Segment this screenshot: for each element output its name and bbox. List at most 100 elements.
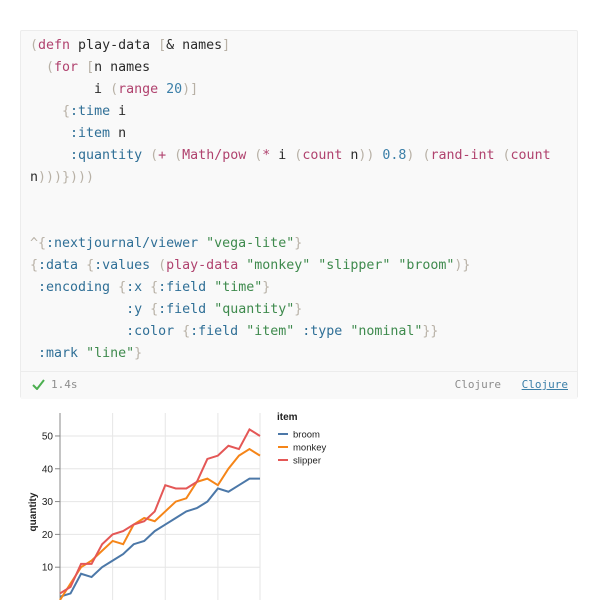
code-token: { <box>62 104 71 119</box>
legend-label-monkey: monkey <box>293 443 327 454</box>
code-token: :field <box>158 280 207 295</box>
code-token: ( <box>158 258 167 273</box>
code-token: i <box>30 82 111 97</box>
code-token: { <box>86 258 95 273</box>
code-token: i <box>110 104 127 119</box>
code-token: "vega-lite" <box>206 236 295 251</box>
code-line: (defn play-data [& names] <box>30 38 230 53</box>
code-token <box>198 236 206 251</box>
code-token: )} <box>454 258 471 273</box>
code-token <box>30 302 126 317</box>
code-token <box>30 104 62 119</box>
code-token: ( <box>46 60 55 75</box>
code-token: :quantity <box>70 148 143 163</box>
code-token: :color <box>126 324 175 339</box>
code-line: :color {:field "item" :type "nominal"}} <box>30 324 438 339</box>
language-link[interactable]: Clojure <box>521 378 568 391</box>
code-token <box>142 148 150 163</box>
code-token: n <box>30 170 39 185</box>
y-tick-label: 40 <box>42 464 54 475</box>
legend-title: item <box>277 412 298 423</box>
code-token: :values <box>94 258 151 273</box>
code-line: {:data {:values (play-data "monkey" "sli… <box>30 258 470 273</box>
code-token: :mark <box>38 346 79 361</box>
code-token: n <box>342 148 359 163</box>
code-token: ( <box>150 148 159 163</box>
code-line: :item n <box>30 126 126 141</box>
line-chart: 10 20 30 40 50 quantity item broom monkey slip… <box>28 412 327 600</box>
code-token: "monkey" <box>246 258 311 273</box>
code-token: count <box>302 148 343 163</box>
legend-label-slipper: slipper <box>293 456 321 467</box>
code-token: "broom" <box>398 258 455 273</box>
code-token: ) <box>406 148 415 163</box>
code-token: :field <box>190 324 239 339</box>
code-token: } <box>294 236 303 251</box>
code-token: )) <box>358 148 375 163</box>
code-token: play-data <box>166 258 239 273</box>
code-token: "item" <box>246 324 295 339</box>
code-token: ( <box>422 148 431 163</box>
series-lines <box>59 427 261 600</box>
code-token: i <box>270 148 295 163</box>
y-tick-label: 20 <box>42 530 54 541</box>
code-token: :item <box>70 126 111 141</box>
code-token: :y <box>126 302 143 317</box>
code-token: "quantity" <box>214 302 295 317</box>
code-token: :time <box>70 104 111 119</box>
code-token <box>166 148 174 163</box>
code-line: :quantity (+ (Math/pow (* i (count n)) 0… <box>30 148 551 163</box>
code-token: range <box>118 82 159 97</box>
code-token <box>30 148 70 163</box>
code-token <box>206 302 214 317</box>
code-token: { <box>150 280 159 295</box>
code-token: )] <box>182 82 199 97</box>
code-token: play-data <box>70 38 159 53</box>
code-line: :y {:field "quantity"} <box>30 302 302 317</box>
code-token: + <box>158 148 167 163</box>
code-token: 0.8 <box>382 148 407 163</box>
code-token <box>30 346 38 361</box>
code-token <box>495 148 503 163</box>
code-token: } <box>134 346 143 361</box>
code-token: 20 <box>166 82 183 97</box>
code-token: ( <box>254 148 263 163</box>
code-token <box>30 280 38 295</box>
code-line: ^{:nextjournal/viewer "vega-lite"} <box>30 236 302 251</box>
y-axis: 10 20 30 40 50 <box>42 413 61 600</box>
y-tick-label: 10 <box>42 563 54 574</box>
code-token: & names <box>166 38 223 53</box>
code-token: :field <box>158 302 207 317</box>
code-token <box>174 324 182 339</box>
code-token: :data <box>38 258 79 273</box>
code-token: )))}))) <box>38 170 95 185</box>
check-icon <box>32 379 45 390</box>
code-token: { <box>30 258 39 273</box>
code-token: "slipper" <box>318 258 391 273</box>
code-token: ] <box>222 38 231 53</box>
code-token: [ <box>158 38 167 53</box>
code-token <box>30 60 46 75</box>
code-cell[interactable]: (defn play-data [& names] (for [n names … <box>20 30 578 399</box>
cell-status-bar: 1.4s Clojure Clojure <box>21 371 577 399</box>
code-token: ( <box>502 148 511 163</box>
chart-grid <box>59 413 261 600</box>
code-token: ^{ <box>30 236 47 251</box>
code-editor[interactable]: (defn play-data [& names] (for [n names … <box>30 35 551 365</box>
code-token: count <box>510 148 551 163</box>
legend: item broom monkey slipper <box>277 412 327 467</box>
code-line: :mark "line"} <box>30 346 142 361</box>
code-token: rand-int <box>430 148 495 163</box>
code-token: "line" <box>86 346 135 361</box>
y-axis-title: quantity <box>28 492 39 531</box>
code-token: { <box>118 280 127 295</box>
code-token <box>78 60 86 75</box>
legend-label-broom: broom <box>293 430 320 441</box>
code-token: "time" <box>214 280 263 295</box>
code-token: [ <box>86 60 95 75</box>
elapsed-time: 1.4s <box>51 378 78 391</box>
code-token: ( <box>110 82 119 97</box>
code-token <box>158 82 166 97</box>
code-token <box>142 280 150 295</box>
code-token: Math/pow <box>182 148 247 163</box>
